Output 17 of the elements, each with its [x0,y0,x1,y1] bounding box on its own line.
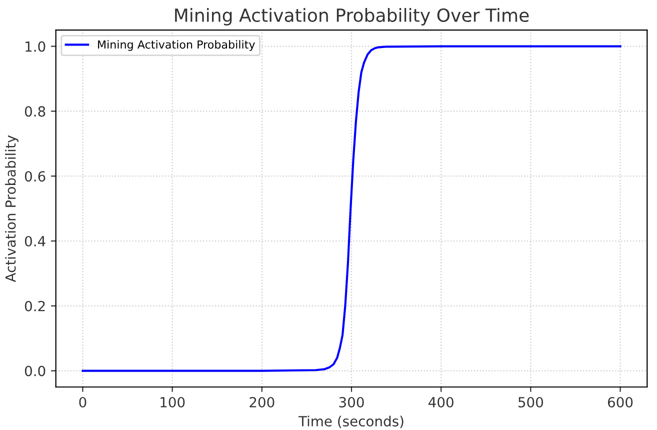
x-tick-label: 0 [79,396,86,408]
legend-label: Mining Activation Probability [98,40,255,51]
x-tick-label: 100 [160,396,185,408]
chart-title: Mining Activation Probability Over Time [175,8,529,26]
x-axis-title: Time (seconds) [298,416,404,428]
y-tick-label: 0.8 [24,106,46,117]
x-tick-label: 200 [250,396,274,408]
x-tick-label: 400 [428,396,454,408]
y-tick-label: 0.4 [24,236,46,246]
y-tick-label: 1.0 [26,41,46,52]
y-tick-label: 0.2 [24,300,45,312]
y-tick-label: 0.0 [24,366,46,376]
y-axis-title: Activation Probability [5,135,18,282]
x-tick-label: 600 [608,396,633,408]
x-tick-label: 500 [518,396,544,408]
y-tick-label: 0.6 [24,171,46,182]
x-tick-label: 300 [339,396,364,408]
